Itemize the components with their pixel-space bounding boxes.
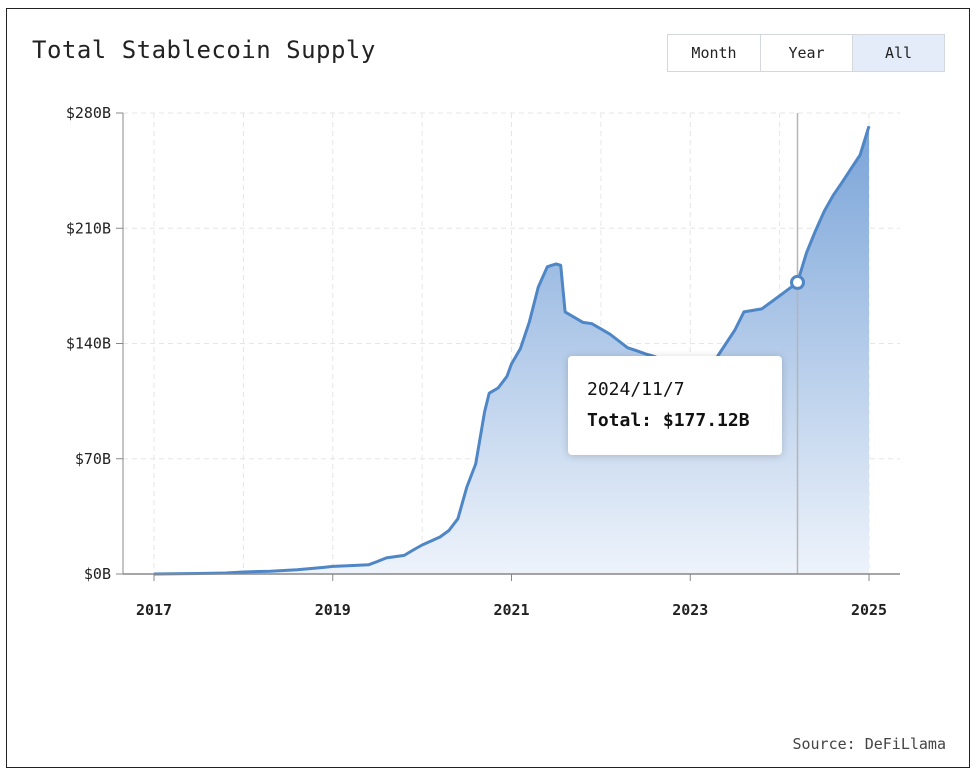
x-tick-label: 2025 [851,601,887,619]
supply-line [153,125,871,576]
y-tick-label: $70B [75,450,111,468]
chart-axes: $0B $70B $140B $210B $280B 2017 2019 2021 2023 20… [66,104,900,619]
tooltip-total: Total: $177.12B [587,410,750,431]
tooltip-date: 2024/11/7 [587,379,685,400]
y-tick-label: $210B [66,219,111,237]
x-tick-label: 2023 [672,601,708,619]
tooltip-total-value: $177.12B [662,410,750,431]
chart-title: Total Stablecoin Supply [32,36,376,64]
x-tick-label: 2021 [493,601,529,619]
y-tick-label: $280B [66,104,111,122]
x-tick-label: 2019 [315,601,351,619]
x-tick-label: 2017 [136,601,172,619]
tooltip-total-label: Total: [587,410,653,431]
hover-tooltip: 2024/11/7 Total: $177.12B [568,356,782,455]
source-attribution: Source: DeFiLlama [792,735,946,753]
time-range-toggle: Month Year All [667,34,945,72]
hover-point-marker[interactable] [790,274,805,290]
y-tick-label: $140B [66,335,111,353]
supply-area-fill [154,126,869,574]
range-month-button[interactable]: Month [668,35,761,71]
range-year-button[interactable]: Year [761,35,853,71]
range-all-button[interactable]: All [853,35,944,71]
y-tick-label: $0B [84,565,111,583]
